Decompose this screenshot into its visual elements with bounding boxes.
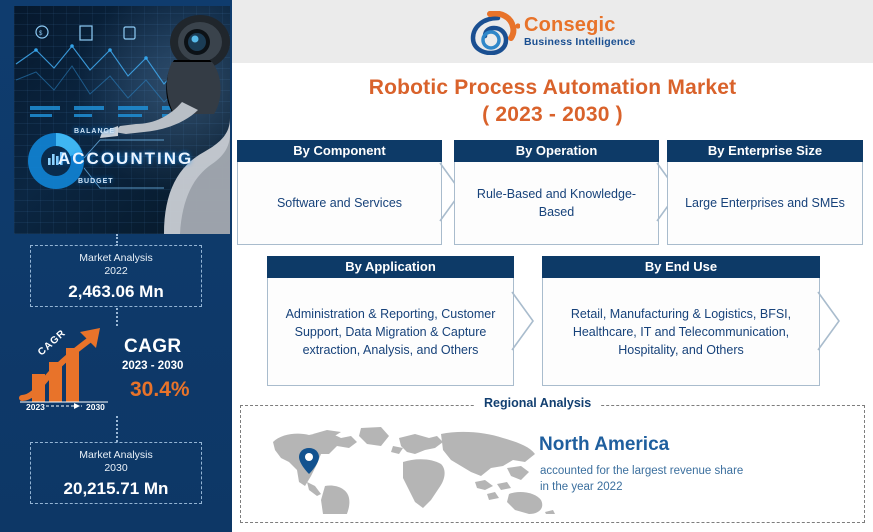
segment-body: Large Enterprises and SMEs (667, 162, 863, 245)
hero-illustration-icon: $ (15, 15, 230, 234)
stat-year-2030: 2030 (104, 462, 128, 474)
stat-card-market-2030: Market Analysis 2030 20,215.71 Mn (30, 442, 202, 504)
regional-analysis-title: Regional Analysis (475, 396, 601, 410)
regional-analysis-section: North America accounted for the largest … (240, 405, 865, 523)
svg-text:$: $ (39, 31, 43, 37)
segment-card-by-enterprise-size[interactable]: By Enterprise Size Large Enterprises and… (667, 140, 863, 245)
connector-dotted-1 (116, 234, 118, 246)
title-line-2: ( 2023 - 2030 ) (482, 103, 623, 126)
consegic-b-logo-icon (470, 10, 521, 56)
content-area: Consegic Business Intelligence Robotic P… (232, 0, 873, 532)
chevron-connector-4-icon (817, 291, 840, 351)
location-pin-icon (299, 448, 319, 474)
cagr-axis-end: 2030 (86, 402, 105, 412)
hero-label-accounting: ACCOUNTING (58, 149, 194, 168)
title-line-1: Robotic Process Automation Market (368, 76, 737, 99)
cagr-label: CAGR (124, 336, 182, 357)
header-bar (232, 0, 873, 63)
hero-label-budget: BUDGET (78, 178, 114, 185)
logo-name: Consegic (524, 14, 616, 36)
stat-value-2022: 2,463.06 Mn (68, 282, 164, 301)
segment-body: Software and Services (237, 162, 442, 245)
growth-chart-icon (19, 328, 108, 409)
cagr-value: 30.4% (130, 378, 190, 401)
cagr-axis-start: 2023 (26, 402, 45, 412)
logo-tagline: Business Intelligence (524, 36, 636, 48)
chevron-connector-3-icon (511, 291, 534, 351)
segment-body: Retail, Manufacturing & Logistics, BFSI,… (542, 278, 820, 386)
hero-label-balance: BALANCE (74, 128, 116, 135)
connector-dotted-3 (116, 416, 118, 442)
connector-dotted-2 (116, 308, 118, 326)
segment-header: By Application (267, 256, 514, 278)
hero-image: $ (14, 6, 230, 234)
stat-card-market-2022: Market Analysis 2022 2,463.06 Mn (30, 245, 202, 307)
cagr-range: 2023 - 2030 (122, 360, 184, 372)
stat-title-2022: Market Analysis (79, 252, 153, 264)
segment-card-by-component[interactable]: By Component Software and Services (237, 140, 442, 245)
left-stats-panel: $ (0, 0, 232, 532)
region-description-line-2: in the year 2022 (540, 481, 623, 493)
segment-header: By End Use (542, 256, 820, 278)
segment-card-by-end-use[interactable]: By End Use Retail, Manufacturing & Logis… (542, 256, 820, 386)
segment-body: Rule-Based and Knowledge-Based (454, 162, 659, 245)
region-description-line-1: accounted for the largest revenue share (540, 465, 744, 477)
segment-header: By Operation (454, 140, 659, 162)
cagr-block: CAGR 2023 2030 CAGR 2023 - 2030 30.4% (14, 322, 220, 416)
segment-header: By Component (237, 140, 442, 162)
stat-title-2030: Market Analysis (79, 449, 153, 461)
stat-year-2022: 2022 (104, 265, 128, 277)
segment-header: By Enterprise Size (667, 140, 863, 162)
stat-value-2030: 20,215.71 Mn (63, 479, 169, 498)
segment-card-by-application[interactable]: By Application Administration & Reportin… (267, 256, 514, 386)
page-title: Robotic Process Automation Market ( 2023… (232, 74, 873, 128)
segment-card-by-operation[interactable]: By Operation Rule-Based and Knowledge-Ba… (454, 140, 659, 245)
world-map-icon (273, 427, 555, 514)
brand-logo[interactable]: Consegic Business Intelligence (468, 10, 668, 56)
segment-body: Administration & Reporting, Customer Sup… (267, 278, 514, 386)
region-description: accounted for the largest revenue share … (540, 463, 743, 495)
region-name: North America (539, 434, 670, 455)
